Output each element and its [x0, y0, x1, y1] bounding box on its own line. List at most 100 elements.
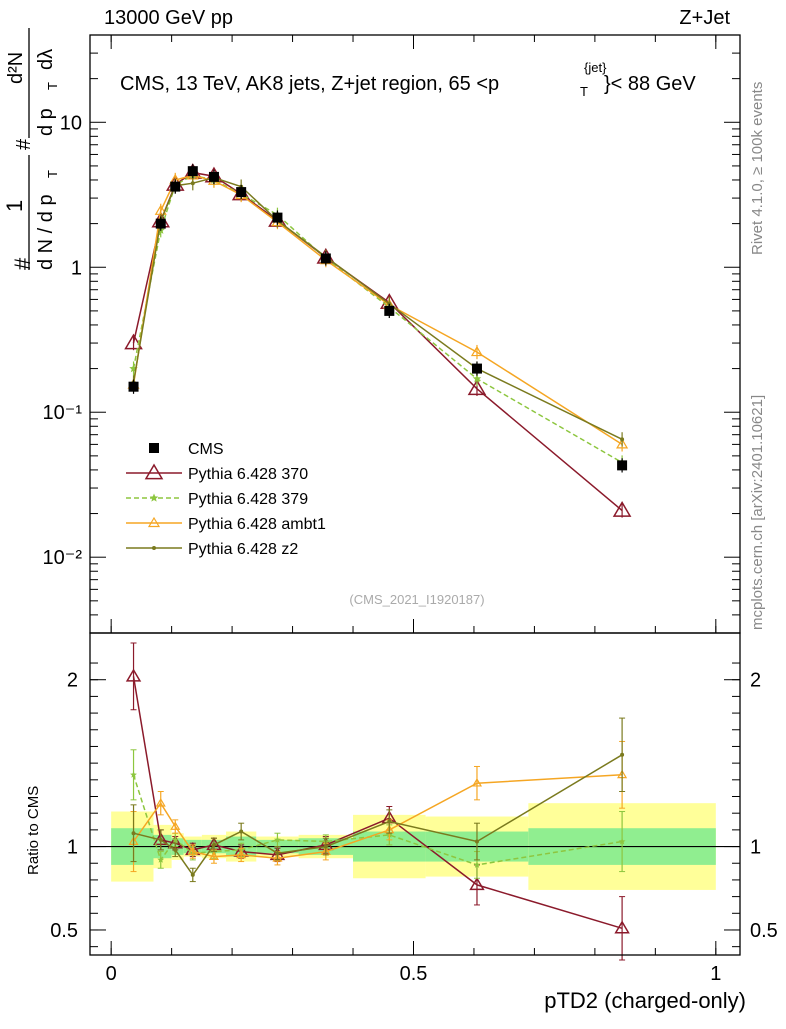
legend-label-2: Pythia 6.428 379	[188, 491, 308, 508]
legend-label-1: Pythia 6.428 370	[188, 466, 308, 483]
point-0-5	[236, 187, 247, 198]
ratio-point-2-2	[171, 836, 179, 843]
point-2-9	[472, 374, 482, 383]
main-series	[124, 163, 632, 518]
point-1-10	[612, 501, 632, 517]
point-0-0	[128, 381, 139, 392]
ylabel-frac-hash: #	[13, 138, 35, 150]
y-tick-label-3: 10	[60, 112, 82, 134]
point-0-9	[471, 363, 482, 374]
ratio-point-4-5	[239, 829, 244, 834]
title-prefix: CMS, 13 TeV, AK8 jets, Z+jet region, 65 …	[120, 73, 499, 95]
legend-entry-3: Pythia 6.428 ambt1	[126, 516, 326, 533]
series-0	[128, 164, 628, 473]
point-3-9	[470, 345, 484, 357]
ylabel-den: d N / d p	[35, 194, 57, 270]
ratio-point-4-8	[387, 819, 392, 824]
ratio-point-3-6	[272, 853, 283, 862]
ratio-ylabel: Ratio to CMS	[25, 786, 42, 875]
chart-title: CMS, 13 TeV, AK8 jets, Z+jet region, 65 …	[120, 60, 696, 99]
point-0-2	[170, 181, 181, 192]
series-3	[127, 168, 629, 452]
main-ylabel: # 1 d N / d p T # d²N d p T dλ	[2, 28, 60, 270]
point-0-3	[187, 166, 198, 177]
ratio-point-4-1	[158, 837, 163, 842]
ratio-series-1	[125, 642, 630, 961]
ratio-point-3-9	[471, 777, 483, 787]
series-1	[124, 163, 632, 518]
ratio-point-2-0	[130, 771, 137, 778]
point-0-1	[155, 218, 166, 229]
ratio-series-4	[130, 717, 626, 883]
r-tick-label-left-0: 0.5	[50, 920, 78, 942]
point-0-8	[384, 305, 395, 316]
title-sub: T	[580, 84, 588, 99]
series-line-2	[132, 174, 623, 464]
title-suffix: }< 88 GeV	[604, 73, 696, 95]
legend-label-0: CMS	[188, 441, 224, 458]
y-tick-label-2: 1	[71, 257, 82, 279]
ratio-point-3-1	[155, 797, 166, 807]
point-3-10	[616, 438, 629, 449]
ratio-point-2-6	[274, 836, 281, 843]
ylabel-frac-den: d p	[35, 108, 57, 136]
point-4-3	[190, 181, 195, 186]
legend-marker-4	[152, 546, 156, 550]
ratio-point-4-7	[323, 844, 328, 849]
ylabel-frac-den-sub: T	[45, 82, 60, 90]
ratio-point-4-9	[474, 839, 479, 844]
legend: CMS Pythia 6.428 370 Pythia 6.428 379 Pythi…	[126, 441, 326, 558]
legend-entry-0: CMS	[149, 441, 224, 458]
series-line-4	[132, 176, 623, 440]
point-0-4	[208, 171, 219, 182]
y-tick-label-1: 10⁻¹	[43, 402, 83, 424]
ylabel-one: 1	[2, 200, 27, 212]
ratio-point-1-0	[125, 668, 142, 682]
analysis-tag: (CMS_2021_I1920187)	[349, 592, 484, 607]
header-right: Z+Jet	[679, 7, 730, 29]
legend-marker-2	[149, 493, 159, 502]
rivet-label: Rivet 4.1.0, ≥ 100k events	[749, 82, 766, 255]
point-0-7	[320, 253, 331, 264]
ratio-series	[125, 642, 630, 961]
xlabel: pTD2 (charged-only)	[544, 988, 746, 1013]
x-tick-label-0: 0	[106, 963, 117, 985]
x-tick-label-2: 1	[710, 963, 721, 985]
ratio-point-4-10	[620, 752, 625, 757]
ratio-point-1-10	[614, 920, 630, 934]
series-2	[129, 168, 627, 470]
legend-label-3: Pythia 6.428 ambt1	[188, 516, 326, 533]
ratio-point-1-9	[469, 877, 485, 891]
ratio-point-4-6	[275, 851, 280, 856]
ylabel-frac-den-tail: dλ	[35, 49, 57, 70]
r-tick-label-left-2: 2	[67, 670, 78, 692]
ratio-point-4-2	[173, 847, 178, 852]
ylabel-den-sub: T	[45, 170, 60, 178]
r-tick-label-right-1: 1	[750, 837, 761, 859]
ratio-point-4-3	[190, 872, 195, 877]
header-left: 13000 GeV pp	[104, 7, 233, 29]
ratio-point-2-9	[473, 861, 481, 868]
ylabel-hash: #	[10, 257, 35, 270]
legend-marker-0	[149, 443, 159, 453]
ratio-point-3-4	[208, 851, 220, 860]
r-tick-label-right-0: 0.5	[750, 920, 778, 942]
x-tick-label-1: 0.5	[400, 963, 428, 985]
point-4-10	[620, 437, 625, 442]
legend-label-4: Pythia 6.428 z2	[188, 541, 298, 558]
ylabel-frac-num: d²N	[5, 52, 27, 84]
legend-entry-4: Pythia 6.428 z2	[126, 541, 298, 558]
mcplots-label: mcplots.cern.ch [arXiv:2401.10621]	[749, 395, 766, 630]
title-sup: {jet}	[584, 60, 607, 75]
point-0-6	[272, 212, 283, 223]
legend-marker-3	[147, 516, 161, 528]
point-1-0	[124, 333, 143, 350]
point-0-10	[617, 460, 628, 471]
legend-entry-2: Pythia 6.428 379	[126, 491, 308, 508]
legend-marker-1	[144, 463, 164, 480]
ratio-point-3-2	[170, 821, 181, 830]
y-tick-label-0: 10⁻²	[43, 547, 83, 569]
r-tick-label-left-1: 1	[67, 837, 78, 859]
